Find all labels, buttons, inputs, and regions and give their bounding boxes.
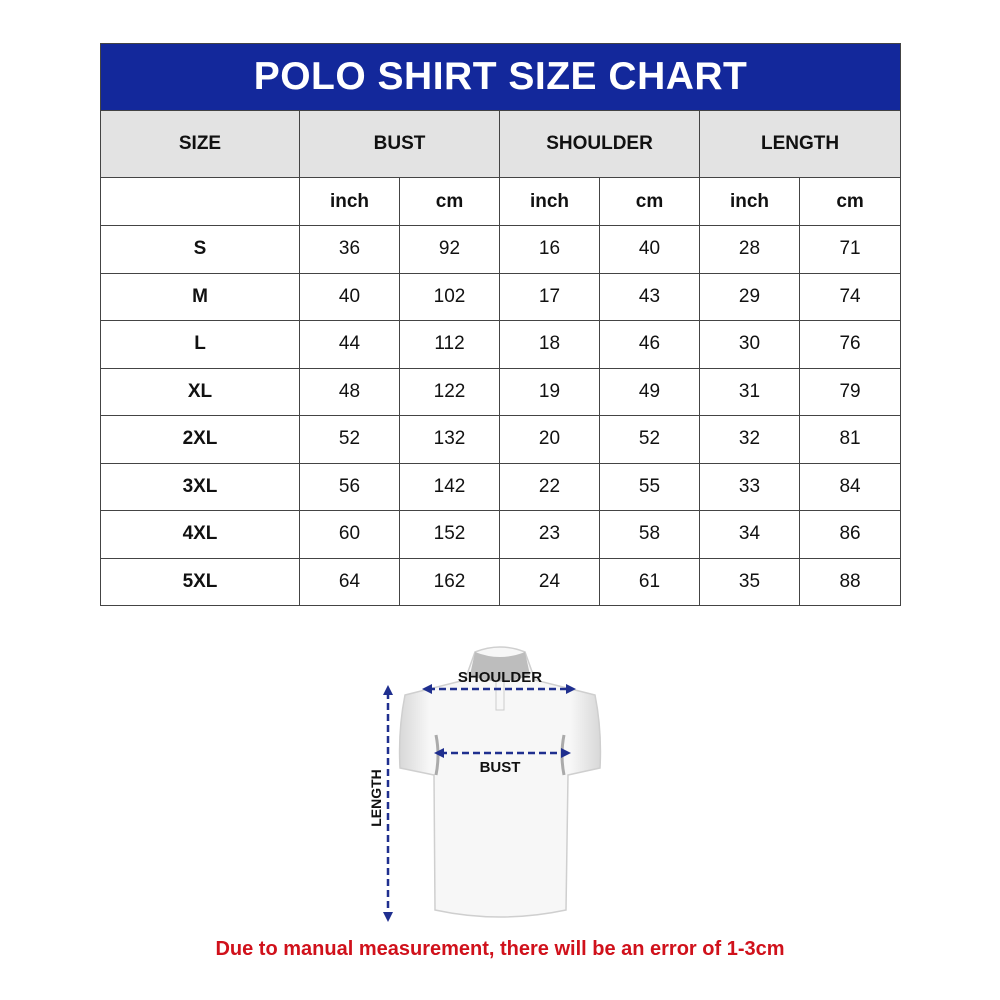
- unit-header: cm: [798, 177, 902, 226]
- measurement-cell: 112: [399, 320, 500, 369]
- measurement-cell: 43: [599, 272, 700, 321]
- table-row: M 40 102 17 43 29 74: [100, 272, 902, 321]
- empty-cell: [100, 177, 300, 226]
- size-cell: M: [100, 272, 300, 321]
- measurement-cell: 55: [599, 462, 700, 511]
- measurement-note: Due to manual measurement, there will be…: [215, 938, 785, 960]
- measurement-cell: 30: [699, 320, 800, 369]
- measurement-cell: 44: [299, 320, 400, 369]
- measurement-cell: 74: [798, 272, 902, 321]
- table-row: 5XL 64 162 24 61 35 88: [100, 557, 902, 606]
- measurement-cell: 76: [798, 320, 902, 369]
- measurement-cell: 86: [798, 510, 902, 559]
- measurement-cell: 36: [299, 225, 400, 274]
- measurement-cell: 58: [599, 510, 700, 559]
- table-row: L 44 112 18 46 30 76: [100, 320, 902, 369]
- measurement-cell: 28: [699, 225, 800, 274]
- measurement-cell: 49: [599, 367, 700, 416]
- shirt-illustration: [398, 646, 602, 918]
- measurement-cell: 19: [499, 367, 600, 416]
- measurement-cell: 102: [399, 272, 500, 321]
- measurement-cell: 22: [499, 462, 600, 511]
- size-cell: L: [100, 320, 300, 369]
- chart-title: POLO SHIRT SIZE CHART: [99, 43, 902, 111]
- shirt-diagram: SHOULDER BUST LENGTH: [368, 646, 602, 922]
- measurement-cell: 52: [299, 415, 400, 464]
- bust-label: BUST: [480, 759, 521, 776]
- table-row: S 36 92 16 40 28 71: [100, 225, 902, 274]
- size-cell: S: [100, 225, 300, 274]
- measurement-cell: 88: [798, 557, 902, 606]
- table-row: 3XL 56 142 22 55 33 84: [100, 462, 902, 511]
- measurement-cell: 52: [599, 415, 700, 464]
- measurement-cell: 23: [499, 510, 600, 559]
- measurement-cell: 142: [399, 462, 500, 511]
- measurement-cell: 40: [599, 225, 700, 274]
- measurement-cell: 24: [499, 557, 600, 606]
- measurement-cell: 56: [299, 462, 400, 511]
- measurement-cell: 29: [699, 272, 800, 321]
- header-bust: BUST: [299, 110, 500, 178]
- unit-header: cm: [399, 177, 500, 226]
- measurement-cell: 152: [399, 510, 500, 559]
- table-row: XL 48 122 19 49 31 79: [100, 367, 902, 416]
- header-size: SIZE: [100, 110, 300, 178]
- measurement-cell: 48: [299, 367, 400, 416]
- measurement-cell: 61: [599, 557, 700, 606]
- unit-header: inch: [299, 177, 400, 226]
- measurement-cell: 84: [798, 462, 902, 511]
- measurement-cell: 16: [499, 225, 600, 274]
- measurement-cell: 40: [299, 272, 400, 321]
- measurement-cell: 122: [399, 367, 500, 416]
- unit-header: inch: [499, 177, 600, 226]
- measurement-cell: 79: [798, 367, 902, 416]
- measurement-cell: 33: [699, 462, 800, 511]
- measurement-cell: 34: [699, 510, 800, 559]
- measurement-cell: 60: [299, 510, 400, 559]
- measurement-cell: 71: [798, 225, 902, 274]
- table-row: 2XL 52 132 20 52 32 81: [100, 415, 902, 464]
- measurement-cell: 132: [399, 415, 500, 464]
- unit-header: cm: [599, 177, 700, 226]
- measurement-cell: 20: [499, 415, 600, 464]
- header-length: LENGTH: [698, 110, 902, 178]
- size-cell: 5XL: [100, 557, 300, 606]
- size-cell: 2XL: [100, 415, 300, 464]
- table-row: 4XL 60 152 23 58 34 86: [100, 510, 902, 559]
- measurement-cell: 162: [399, 557, 500, 606]
- measurement-cell: 35: [699, 557, 800, 606]
- measurement-cell: 46: [599, 320, 700, 369]
- size-cell: XL: [100, 367, 300, 416]
- units-row: inch cm inch cm inch cm: [100, 177, 902, 226]
- measurement-cell: 31: [699, 367, 800, 416]
- unit-header: inch: [699, 177, 800, 226]
- measurement-cell: 32: [699, 415, 800, 464]
- length-label: LENGTH: [368, 769, 384, 827]
- shoulder-label: SHOULDER: [458, 669, 542, 686]
- header-shoulder: SHOULDER: [499, 110, 700, 178]
- size-cell: 4XL: [100, 510, 300, 559]
- measurement-cell: 92: [399, 225, 500, 274]
- size-cell: 3XL: [100, 462, 300, 511]
- measurement-cell: 18: [499, 320, 600, 369]
- measurement-cell: 81: [798, 415, 902, 464]
- measurement-cell: 17: [499, 272, 600, 321]
- measurement-cell: 64: [299, 557, 400, 606]
- size-chart-table: POLO SHIRT SIZE CHART SIZE BUST SHOULDER…: [99, 43, 902, 606]
